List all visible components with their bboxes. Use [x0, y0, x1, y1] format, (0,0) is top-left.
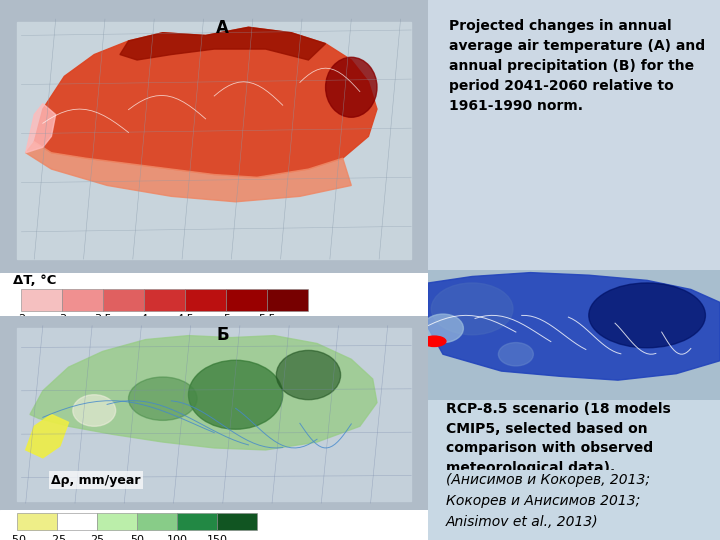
FancyBboxPatch shape	[17, 22, 411, 259]
Text: Projected changes in annual
average air temperature (A) and
annual precipitation: Projected changes in annual average air …	[449, 19, 705, 113]
Text: RCP-8.5 scenario (18 models
CMIP5, selected based on
comparison with observed
me: RCP-8.5 scenario (18 models CMIP5, selec…	[446, 402, 670, 475]
Bar	[177, 513, 217, 530]
Text: 4.5: 4.5	[176, 314, 194, 324]
Bar	[104, 289, 145, 310]
Bar	[145, 289, 186, 310]
Text: 100: 100	[166, 535, 188, 540]
Text: 50: 50	[130, 535, 144, 540]
Ellipse shape	[189, 360, 283, 429]
Ellipse shape	[423, 314, 464, 342]
Text: 3: 3	[59, 314, 66, 324]
Text: A: A	[216, 19, 229, 37]
Text: 5: 5	[223, 314, 230, 324]
Polygon shape	[26, 104, 55, 153]
Text: Δρ, mm/year: Δρ, mm/year	[51, 474, 141, 487]
Text: 4: 4	[141, 314, 148, 324]
Polygon shape	[35, 27, 377, 177]
Text: 2: 2	[18, 314, 25, 324]
Text: 150: 150	[207, 535, 228, 540]
Bar	[186, 289, 226, 310]
Ellipse shape	[73, 395, 116, 426]
Bar	[267, 289, 308, 310]
Bar	[57, 513, 97, 530]
Ellipse shape	[431, 283, 513, 335]
Text: 25: 25	[90, 535, 104, 540]
Text: -25: -25	[48, 535, 66, 540]
Ellipse shape	[498, 342, 534, 366]
Bar	[63, 289, 104, 310]
Ellipse shape	[589, 283, 706, 348]
Bar	[226, 289, 267, 310]
Polygon shape	[26, 142, 351, 202]
Text: ΔT, °C: ΔT, °C	[13, 274, 56, 287]
Ellipse shape	[276, 350, 341, 400]
Polygon shape	[30, 335, 377, 450]
Polygon shape	[120, 27, 325, 60]
Text: -50: -50	[8, 535, 26, 540]
Text: 5.5: 5.5	[258, 314, 276, 324]
Text: (Анисимов и Кокорев, 2013;
Кокорев и Анисимов 2013;
Anisimov et al., 2013): (Анисимов и Кокорев, 2013; Кокорев и Ани…	[446, 473, 650, 529]
Circle shape	[423, 336, 446, 347]
Bar	[217, 513, 257, 530]
Bar	[22, 289, 63, 310]
FancyBboxPatch shape	[17, 328, 411, 501]
Ellipse shape	[325, 57, 377, 117]
Bar	[17, 513, 57, 530]
Bar	[97, 513, 137, 530]
Polygon shape	[26, 415, 68, 458]
Ellipse shape	[129, 377, 197, 420]
Polygon shape	[428, 273, 720, 380]
Bar	[137, 513, 177, 530]
Text: Б: Б	[217, 326, 229, 344]
Text: 3.5: 3.5	[94, 314, 112, 324]
